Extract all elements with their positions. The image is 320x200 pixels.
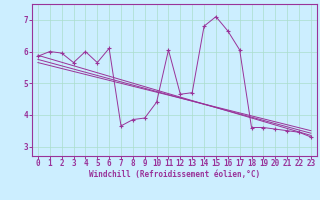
X-axis label: Windchill (Refroidissement éolien,°C): Windchill (Refroidissement éolien,°C) [89, 170, 260, 179]
